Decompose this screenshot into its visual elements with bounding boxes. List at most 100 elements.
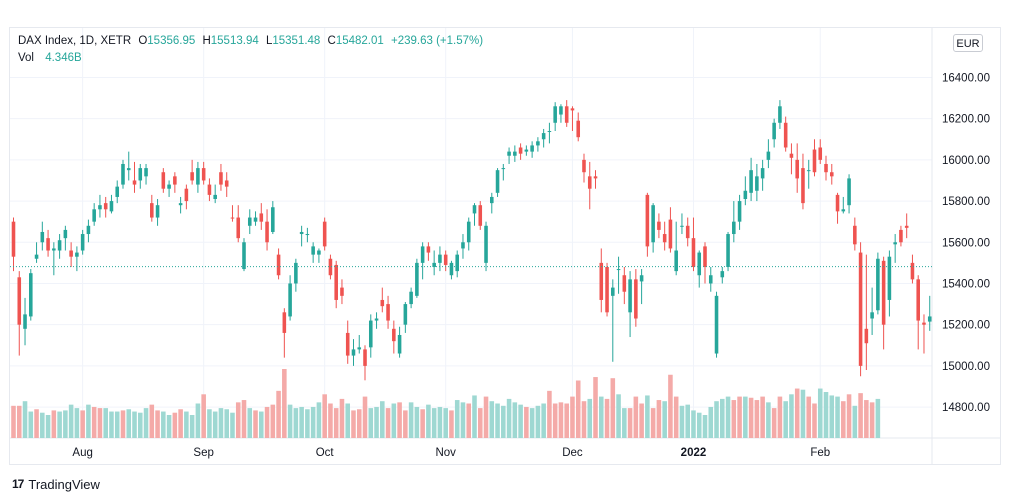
- candle-body: [132, 180, 137, 185]
- candle-body: [559, 106, 563, 115]
- candle-body: [685, 225, 690, 239]
- candle-body: [334, 264, 338, 300]
- candle: [541, 128, 546, 148]
- candle: [121, 159, 125, 189]
- candle: [806, 159, 811, 189]
- candle: [196, 161, 200, 193]
- candle-body: [490, 196, 494, 204]
- candle: [841, 196, 846, 214]
- volume-bar: [322, 394, 327, 438]
- candle: [864, 254, 869, 371]
- price-axis[interactable]: 16400.00 16200.00 16000.00 15800.00 15600.00…: [942, 72, 990, 414]
- candle: [236, 205, 241, 243]
- candle-body: [576, 120, 581, 138]
- volume-bar: [443, 408, 448, 438]
- volume-bar: [529, 408, 535, 438]
- candle: [853, 217, 857, 251]
- candle: [52, 242, 56, 276]
- candle: [420, 242, 425, 280]
- volume-bar: [207, 409, 212, 438]
- candle-body: [824, 163, 828, 173]
- volume-bar: [852, 405, 858, 438]
- candle: [858, 242, 863, 377]
- price-tick-label: 15400.00: [942, 278, 990, 290]
- volume-bar: [437, 406, 443, 438]
- candle: [219, 163, 223, 191]
- candle: [703, 242, 707, 284]
- volume-bar: [535, 405, 541, 438]
- candle-body: [772, 122, 776, 140]
- legend-vol-value: 4.346B: [45, 52, 82, 64]
- currency-button[interactable]: EUR: [953, 34, 983, 52]
- candle-body: [622, 275, 627, 292]
- candle-body: [616, 269, 621, 271]
- volume-bar: [397, 402, 402, 438]
- candle: [265, 209, 269, 251]
- candle: [910, 254, 915, 284]
- price-tick-label: 15000.00: [942, 361, 990, 373]
- legend-open-label: O: [138, 35, 148, 47]
- volume-bar: [230, 412, 235, 438]
- candle: [490, 192, 494, 214]
- time-axis[interactable]: Aug Sep Oct Nov Dec 2022 Feb: [72, 447, 830, 459]
- candle: [651, 203, 655, 253]
- volume-bar: [40, 412, 45, 438]
- volume-bar: [627, 408, 633, 438]
- candle: [732, 201, 736, 243]
- legend-symbol[interactable]: DAX Index, 1D, XETR: [18, 35, 132, 47]
- candle: [616, 256, 621, 294]
- candle: [639, 269, 644, 305]
- candlestick-chart[interactable]: 16400.00 16200.00 16000.00 15800.00 15600.00…: [10, 28, 1000, 464]
- volume-bar: [431, 408, 437, 438]
- candle: [213, 184, 217, 204]
- candle: [230, 205, 235, 222]
- candle: [288, 275, 292, 321]
- candle-body: [691, 238, 696, 267]
- candle-body: [720, 271, 725, 278]
- candle-body: [219, 172, 223, 185]
- candle: [340, 279, 344, 305]
- volume-bar: [420, 409, 425, 438]
- candle-body: [271, 207, 275, 232]
- price-tick-label: 15600.00: [942, 237, 990, 249]
- volume-bar: [426, 404, 431, 438]
- candle: [472, 203, 477, 226]
- volume-bar: [114, 411, 120, 438]
- legend-vol-label[interactable]: Vol: [18, 52, 34, 64]
- candle-body: [697, 252, 702, 276]
- candle: [115, 180, 120, 204]
- volume-bar: [16, 405, 22, 438]
- volume-bar: [812, 403, 817, 438]
- chart-frame[interactable]: 16400.00 16200.00 16000.00 15800.00 15600.00…: [9, 27, 1001, 465]
- volume-bar: [282, 369, 287, 438]
- volume-bar: [846, 394, 852, 438]
- volume-bar: [63, 410, 68, 438]
- candle-body: [899, 229, 903, 243]
- volume-bar: [74, 408, 80, 438]
- candle-body: [386, 304, 390, 321]
- candle-body: [795, 159, 799, 179]
- volume-bar: [241, 400, 247, 438]
- candle: [668, 207, 673, 253]
- volume-bar: [604, 398, 610, 438]
- candle: [29, 269, 33, 321]
- volume-bar: [264, 406, 270, 438]
- candle: [847, 174, 851, 214]
- candle-body: [126, 168, 131, 171]
- tradingview-brand[interactable]: 17 TradingView: [12, 474, 100, 494]
- candle-body: [881, 260, 886, 325]
- volume-bar: [126, 409, 132, 438]
- volume-bar: [673, 396, 679, 438]
- candle-body: [144, 168, 148, 177]
- volume-bar: [339, 398, 345, 438]
- candle: [317, 248, 321, 263]
- candle: [835, 192, 840, 224]
- candle-body: [726, 234, 730, 267]
- candle-body: [63, 229, 68, 239]
- candle-body: [288, 283, 292, 317]
- legend-change: +239.63 (+1.57%): [391, 35, 484, 47]
- volume-bar: [696, 412, 702, 438]
- volume-bar: [800, 389, 806, 438]
- candle: [899, 225, 903, 247]
- candle: [328, 254, 333, 280]
